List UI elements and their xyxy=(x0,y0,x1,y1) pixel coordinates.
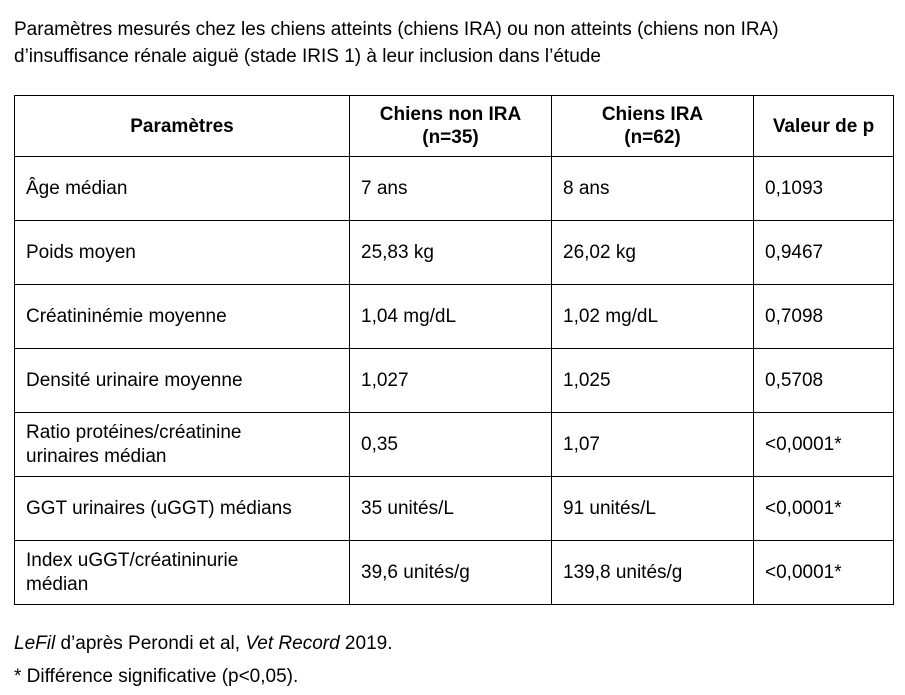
cell-p-value: <0,0001* xyxy=(753,540,894,605)
source-publication: LeFil xyxy=(14,633,56,654)
cell-non-ira-value: 1,04 mg/dL xyxy=(349,284,552,349)
cell-parameter: GGT urinaires (uGGT) médians xyxy=(14,476,350,541)
cell-non-ira-value: 35 unités/L xyxy=(349,476,552,541)
cell-ira-value: 1,07 xyxy=(551,412,754,477)
cell-parameter: Âge médian xyxy=(14,156,350,221)
cell-ira-value: 1,02 mg/dL xyxy=(551,284,754,349)
cell-p-value: 0,5708 xyxy=(753,348,894,413)
cell-p-value: <0,0001* xyxy=(753,412,894,477)
cell-non-ira-value: 7 ans xyxy=(349,156,552,221)
table-row: GGT urinaires (uGGT) médians 35 unités/L… xyxy=(14,476,894,541)
cell-parameter: Poids moyen xyxy=(14,220,350,285)
cell-non-ira-value: 25,83 kg xyxy=(349,220,552,285)
significance-note: * Différence significative (p<0,05). xyxy=(14,666,299,687)
cell-parameter: Densité urinaire moyenne xyxy=(14,348,350,413)
cell-parameter: Index uGGT/créatininurie médian xyxy=(14,540,350,605)
column-header-chiens-ira: Chiens IRA (n=62) xyxy=(551,95,754,157)
table-row: Poids moyen 25,83 kg 26,02 kg 0,9467 xyxy=(14,220,894,285)
cell-ira-value: 26,02 kg xyxy=(551,220,754,285)
cell-non-ira-value: 1,027 xyxy=(349,348,552,413)
parameters-table: Paramètres Chiens non IRA (n=35) Chiens … xyxy=(14,95,894,605)
cell-non-ira-value: 39,6 unités/g xyxy=(349,540,552,605)
table-row: Créatininémie moyenne 1,04 mg/dL 1,02 mg… xyxy=(14,284,894,349)
cell-non-ira-value: 0,35 xyxy=(349,412,552,477)
table-caption: Paramètres mesurés chez les chiens attei… xyxy=(14,19,779,67)
table-row: Âge médian 7 ans 8 ans 0,1093 xyxy=(14,156,894,221)
cell-p-value: 0,1093 xyxy=(753,156,894,221)
table-row: Ratio protéines/créatinine urinaires méd… xyxy=(14,412,894,477)
cell-parameter: Créatininémie moyenne xyxy=(14,284,350,349)
table-row: Index uGGT/créatininurie médian 39,6 uni… xyxy=(14,540,894,605)
cell-p-value: 0,9467 xyxy=(753,220,894,285)
cell-parameter: Ratio protéines/créatinine urinaires méd… xyxy=(14,412,350,477)
cell-ira-value: 8 ans xyxy=(551,156,754,221)
cell-ira-value: 91 unités/L xyxy=(551,476,754,541)
cell-p-value: 0,7098 xyxy=(753,284,894,349)
cell-p-value: <0,0001* xyxy=(753,476,894,541)
source-line: LeFil d’après Perondi et al, Vet Record … xyxy=(14,630,891,657)
cell-ira-value: 139,8 unités/g xyxy=(551,540,754,605)
column-header-parametres: Paramètres xyxy=(14,95,350,157)
cell-ira-value: 1,025 xyxy=(551,348,754,413)
source-year: 2019. xyxy=(339,633,393,654)
column-header-chiens-non-ira: Chiens non IRA (n=35) xyxy=(349,95,552,157)
source-attribution: d’après Perondi et al, xyxy=(55,633,246,654)
table-header-row: Paramètres Chiens non IRA (n=35) Chiens … xyxy=(14,95,894,157)
column-header-valeur-p: Valeur de p xyxy=(753,95,894,157)
table-row: Densité urinaire moyenne 1,027 1,025 0,5… xyxy=(14,348,894,413)
source-journal: Vet Record xyxy=(245,633,340,654)
